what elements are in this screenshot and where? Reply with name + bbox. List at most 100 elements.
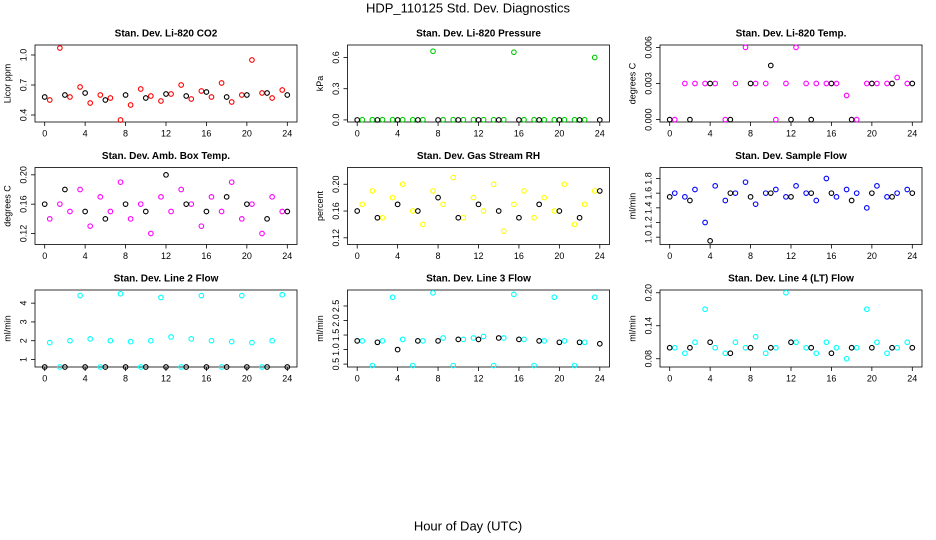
data-point (889, 80, 895, 87)
data-point (596, 188, 603, 194)
data-point (244, 92, 250, 98)
x-tick-label: 24 (282, 251, 292, 261)
data-point (909, 80, 916, 87)
data-point (430, 188, 436, 194)
y-tick-label: 0.003 (643, 72, 653, 95)
data-point (198, 223, 205, 230)
data-point (420, 221, 426, 228)
data-point (223, 94, 230, 100)
data-point (863, 306, 870, 313)
data-point (249, 57, 255, 63)
data-point (399, 116, 406, 123)
data-point (188, 96, 195, 102)
panel-title: Stan. Dev. Li-820 Temp. (736, 29, 847, 40)
panel-title: Stan. Dev. Line 3 Flow (426, 274, 531, 285)
data-point (374, 339, 381, 346)
data-point (671, 190, 678, 197)
data-point (712, 344, 719, 351)
data-point (46, 339, 53, 346)
data-point (122, 92, 129, 98)
data-point (228, 179, 235, 186)
data-point (399, 181, 406, 188)
x-tick-label: 20 (554, 251, 564, 261)
data-point (793, 44, 799, 51)
x-tick-label: 12 (786, 251, 796, 261)
data-point (354, 208, 361, 214)
data-point (455, 117, 462, 123)
data-point (576, 117, 583, 123)
data-point (168, 334, 174, 340)
data-point (430, 290, 436, 296)
data-point (279, 87, 286, 93)
data-point (889, 193, 895, 200)
data-point (244, 201, 250, 208)
data-point (531, 362, 537, 369)
data-point (480, 116, 487, 123)
data-point (163, 364, 169, 370)
data-point (208, 94, 215, 100)
data-point (808, 344, 815, 351)
data-point (244, 364, 250, 370)
data-point (712, 182, 719, 189)
x-tick-label: 8 (436, 128, 441, 138)
data-point (788, 339, 794, 346)
data-point (596, 117, 603, 123)
data-point (874, 80, 880, 87)
data-point (102, 215, 109, 222)
data-point (894, 74, 900, 81)
y-tick-label: 0.5 (331, 358, 341, 371)
data-point (712, 80, 719, 87)
data-point (198, 88, 205, 94)
data-point (666, 193, 673, 200)
data-point (87, 335, 94, 342)
data-point (269, 193, 275, 200)
data-point (727, 116, 734, 123)
data-point (692, 80, 698, 87)
data-point (495, 335, 502, 341)
data-point (843, 355, 850, 362)
x-tick-label: 24 (595, 251, 605, 261)
plot-frame (659, 289, 923, 368)
x-tick-label: 12 (473, 373, 483, 383)
data-point (137, 86, 144, 92)
data-point (77, 292, 83, 299)
data-point (168, 91, 174, 97)
x-tick-label: 16 (826, 251, 836, 261)
data-point (147, 93, 154, 99)
x-tick-label: 20 (867, 251, 877, 261)
data-point (747, 193, 754, 200)
x-tick-label: 4 (708, 128, 713, 138)
data-point (490, 362, 497, 369)
x-tick-label: 8 (436, 251, 441, 261)
data-point (500, 228, 507, 234)
data-point (772, 116, 779, 123)
data-point (702, 219, 708, 226)
data-point (556, 208, 563, 214)
data-point (692, 186, 698, 193)
data-point (556, 339, 563, 346)
data-point (359, 201, 366, 208)
data-point (269, 337, 275, 344)
data-point (450, 174, 457, 181)
data-point (142, 95, 149, 101)
x-tick-label: 20 (242, 128, 252, 138)
data-point (828, 190, 835, 197)
data-point (762, 190, 769, 197)
data-point (279, 291, 286, 298)
data-point (67, 337, 73, 344)
data-point (440, 116, 446, 123)
y-axis-label: degrees C (2, 185, 12, 227)
y-tick-label: 1.0 (331, 343, 341, 356)
data-point (803, 80, 810, 87)
data-point (122, 364, 129, 370)
data-point (178, 186, 185, 193)
data-point (687, 197, 693, 204)
data-point (742, 179, 749, 186)
data-point (732, 190, 739, 197)
data-point (828, 80, 835, 87)
data-point (67, 208, 73, 215)
data-point (561, 181, 568, 188)
x-tick-label: 16 (201, 128, 211, 138)
x-tick-label: 4 (83, 251, 88, 261)
data-point (581, 116, 588, 123)
